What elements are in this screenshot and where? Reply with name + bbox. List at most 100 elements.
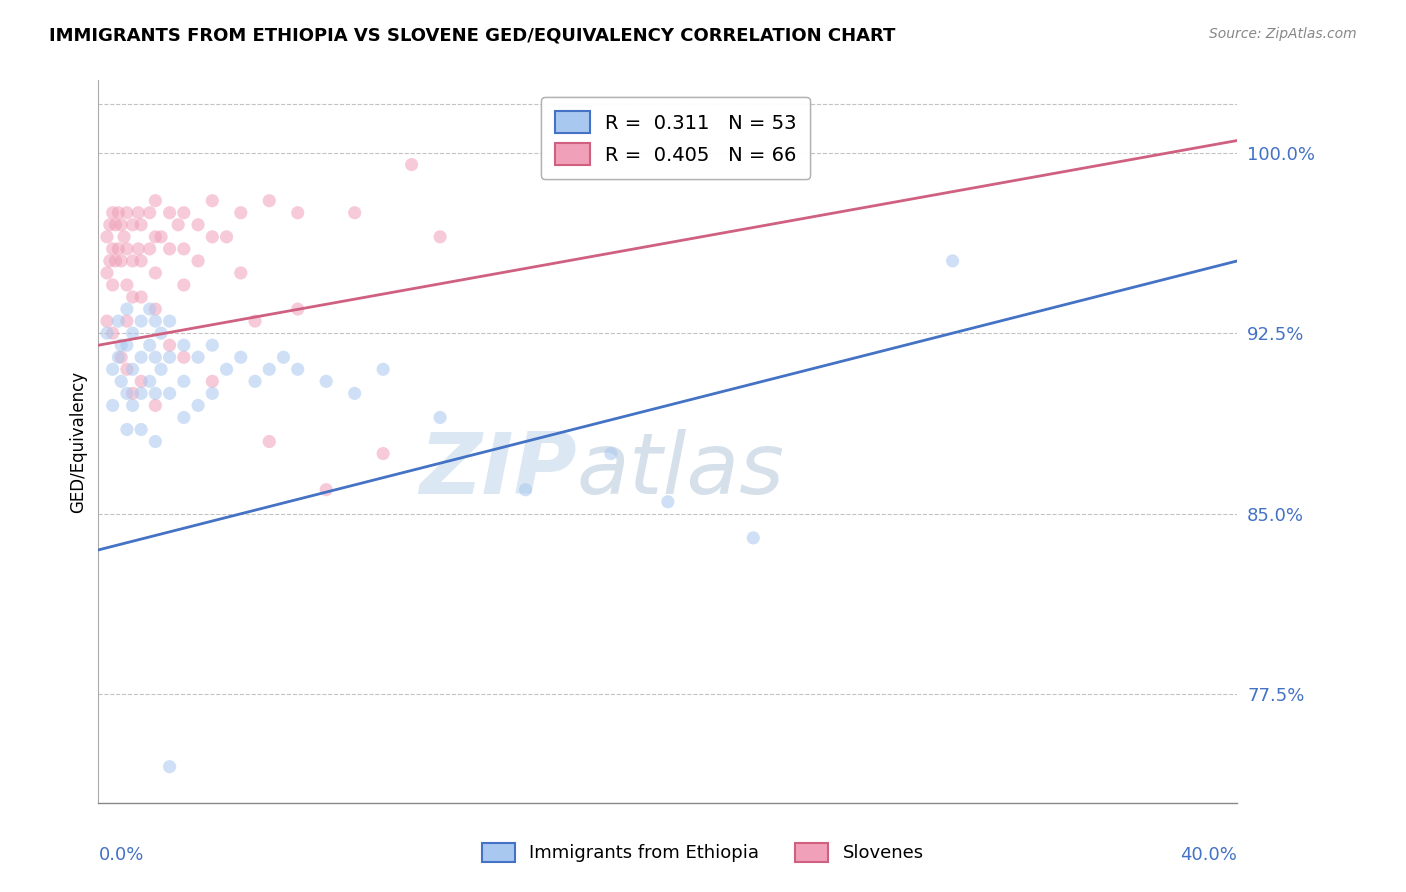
Point (657, 494, 679, 508)
Point (259, 434, 281, 449)
Point (121, 362, 143, 376)
Point (343, 386, 366, 401)
Point (145, 398, 167, 412)
Point (115, 301, 138, 316)
Point (167, 218, 190, 232)
Point (129, 422, 152, 436)
Point (343, 205, 366, 219)
Point (742, 531, 765, 545)
Point (96, 326, 118, 340)
Point (371, 362, 394, 376)
Point (287, 205, 309, 219)
Point (145, 194, 167, 208)
Point (107, 242, 129, 256)
Point (107, 314, 129, 328)
Point (243, 314, 266, 328)
Point (187, 218, 209, 232)
Point (121, 398, 143, 412)
Point (110, 218, 132, 232)
Point (96, 266, 118, 280)
Point (107, 205, 129, 219)
Text: 40.0%: 40.0% (1181, 847, 1237, 864)
Point (201, 374, 224, 388)
Point (187, 253, 209, 268)
Point (112, 229, 135, 244)
Point (101, 362, 124, 376)
Point (107, 350, 129, 364)
Point (150, 362, 173, 376)
Point (115, 314, 138, 328)
Point (150, 229, 173, 244)
Point (159, 205, 181, 219)
Point (173, 277, 195, 292)
Point (215, 229, 238, 244)
Point (101, 205, 124, 219)
Y-axis label: GED/Equivalency: GED/Equivalency (69, 370, 87, 513)
Point (401, 157, 423, 171)
Point (173, 242, 195, 256)
Point (600, 446, 623, 460)
Point (145, 266, 167, 280)
Point (259, 194, 281, 208)
Point (429, 410, 451, 425)
Point (101, 277, 124, 292)
Point (287, 362, 309, 376)
Point (129, 218, 152, 232)
Point (96, 229, 118, 244)
Point (159, 242, 181, 256)
Point (315, 483, 337, 497)
Point (115, 386, 138, 401)
Point (115, 338, 138, 352)
Point (121, 290, 143, 304)
Point (127, 205, 149, 219)
Point (201, 194, 224, 208)
Text: 0.0%: 0.0% (98, 847, 143, 864)
Point (201, 386, 224, 401)
Point (145, 434, 167, 449)
Point (115, 362, 138, 376)
Point (145, 314, 167, 328)
Point (159, 350, 181, 364)
Point (98, 218, 121, 232)
Legend: R =  0.311   N = 53, R =  0.405   N = 66: R = 0.311 N = 53, R = 0.405 N = 66 (541, 97, 810, 179)
Text: ZIP: ZIP (419, 429, 576, 512)
Point (159, 759, 181, 773)
Point (145, 350, 167, 364)
Point (121, 253, 143, 268)
Point (201, 229, 224, 244)
Point (129, 374, 152, 388)
Text: Source: ZipAtlas.com: Source: ZipAtlas.com (1209, 27, 1357, 41)
Point (121, 326, 143, 340)
Point (115, 422, 138, 436)
Point (173, 205, 195, 219)
Point (942, 253, 965, 268)
Point (145, 229, 167, 244)
Point (429, 229, 451, 244)
Point (129, 386, 152, 401)
Point (229, 350, 252, 364)
Point (115, 205, 138, 219)
Point (187, 350, 209, 364)
Point (173, 374, 195, 388)
Point (215, 362, 238, 376)
Point (129, 350, 152, 364)
Point (129, 314, 152, 328)
Point (121, 218, 143, 232)
Point (110, 374, 132, 388)
Point (115, 242, 138, 256)
Point (127, 242, 149, 256)
Point (159, 338, 181, 352)
Point (138, 301, 160, 316)
Point (201, 338, 224, 352)
Legend: Immigrants from Ethiopia, Slovenes: Immigrants from Ethiopia, Slovenes (475, 836, 931, 870)
Point (115, 277, 138, 292)
Point (129, 290, 152, 304)
Point (273, 350, 295, 364)
Point (229, 205, 252, 219)
Point (101, 398, 124, 412)
Point (371, 446, 394, 460)
Point (104, 218, 127, 232)
Point (138, 242, 160, 256)
Point (229, 266, 252, 280)
Point (259, 362, 281, 376)
